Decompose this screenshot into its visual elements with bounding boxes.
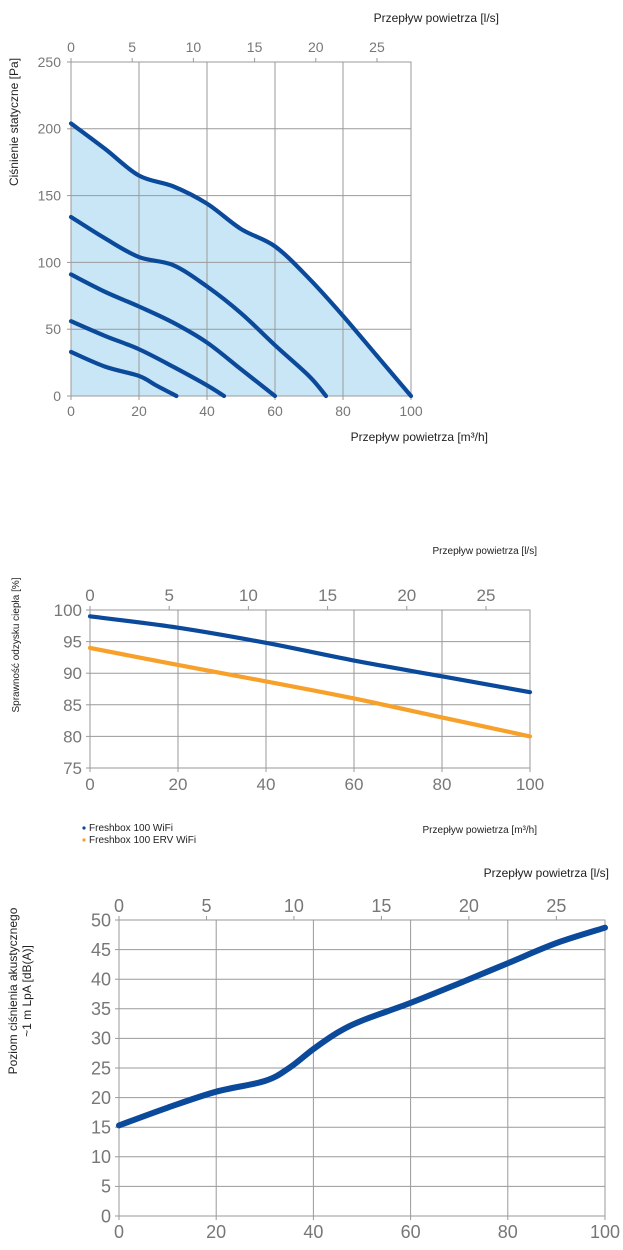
series-line-2 <box>68 214 329 399</box>
top-tick-label: 5 <box>201 896 211 916</box>
top-tick-label: 10 <box>284 896 304 916</box>
series-line-4 <box>68 319 227 399</box>
series-line-2 <box>87 645 533 739</box>
y-tick-label: 150 <box>38 188 62 204</box>
top-tick-label: 0 <box>114 896 124 916</box>
operating-area-fill <box>71 123 411 397</box>
y-axis-title: Ciśnienie statyczne [Pa] <box>7 58 21 186</box>
series-line-5 <box>68 349 179 399</box>
y-tick-label: 0 <box>101 1206 111 1226</box>
y-tick-label: 20 <box>91 1088 111 1108</box>
y-tick-label: 0 <box>53 388 61 404</box>
bottom-tick-label: 60 <box>345 775 364 794</box>
y-tick-label: 100 <box>38 254 62 270</box>
y-tick-label: 10 <box>91 1147 111 1167</box>
top-tick-label: 25 <box>369 39 385 55</box>
y-tick-label: 30 <box>91 1029 111 1049</box>
bottom-tick-label: 100 <box>590 1222 620 1242</box>
heat-recovery-chart: 0 5 10 15 20 25 0 20 40 60 80 100 75 80 85 90 95 100 Przep… <box>11 546 544 846</box>
top-tick-label: 25 <box>546 896 566 916</box>
top-tick-label: 25 <box>477 586 496 605</box>
bottom-tick-label: 60 <box>267 403 283 419</box>
bottom-tick-label: 80 <box>433 775 452 794</box>
x-axis-title: Przepływ powietrza [m³/h] <box>423 825 538 836</box>
bottom-tick-label: 60 <box>401 1222 421 1242</box>
bottom-tick-label: 40 <box>303 1222 323 1242</box>
top-tick-label: 15 <box>247 39 263 55</box>
bottom-tick-label: 40 <box>257 775 276 794</box>
bottom-tick-label: 80 <box>335 403 351 419</box>
y-tick-label: 100 <box>54 601 82 620</box>
x-axis-title: Przepływ powietrza [m³/h] <box>351 430 488 444</box>
bottom-tick-label: 80 <box>498 1222 518 1242</box>
series-line-1 <box>68 121 414 399</box>
top-tick-label: 10 <box>186 39 202 55</box>
y-axis-title: Sprawność odzysku ciepła [%] <box>11 577 22 712</box>
bottom-tick-label: 0 <box>67 403 75 419</box>
y-tick-label: 250 <box>38 54 62 70</box>
top-tick-label: 0 <box>67 39 75 55</box>
top-tick-label: 5 <box>128 39 136 55</box>
y-tick-label: 90 <box>63 664 82 683</box>
top-tick-label: 15 <box>318 586 337 605</box>
top-tick-label: 15 <box>371 896 391 916</box>
bottom-tick-label: 0 <box>85 775 94 794</box>
y-tick-label: 45 <box>91 940 111 960</box>
legend-label: Freshbox 100 ERV WiFi <box>89 835 196 846</box>
top-tick-label: 0 <box>85 586 94 605</box>
series-line-1 <box>116 924 608 1129</box>
bottom-tick-label: 100 <box>399 403 423 419</box>
bottom-tick-label: 20 <box>169 775 188 794</box>
y-tick-label: 75 <box>63 759 82 778</box>
y-tick-label: 5 <box>101 1177 111 1197</box>
y-tick-label: 50 <box>91 910 111 930</box>
y-tick-label: 50 <box>45 321 61 337</box>
y-tick-label: 35 <box>91 999 111 1019</box>
legend-marker <box>82 838 86 842</box>
y-tick-label: 25 <box>91 1058 111 1078</box>
bottom-tick-label: 100 <box>516 775 544 794</box>
y-tick-label: 15 <box>91 1118 111 1138</box>
series-line-3 <box>68 272 278 399</box>
legend-marker <box>82 826 86 830</box>
top-axis-title: Przepływ powietrza [l/s] <box>484 866 609 880</box>
top-tick-label: 20 <box>308 39 324 55</box>
top-tick-label: 20 <box>459 896 479 916</box>
y-tick-label: 80 <box>63 727 82 746</box>
legend-label: Freshbox 100 WiFi <box>89 823 173 834</box>
y-tick-label: 85 <box>63 696 82 715</box>
y-tick-label: 95 <box>63 633 82 652</box>
bottom-tick-label: 0 <box>114 1222 124 1242</box>
sound-pressure-chart: 0 5 10 15 20 25 0 20 40 60 80 100 0 5 10 15 20 25 30 35 40 45… <box>6 866 620 1242</box>
top-tick-label: 20 <box>397 586 416 605</box>
bottom-tick-label: 40 <box>199 403 215 419</box>
top-tick-label: 5 <box>164 586 173 605</box>
top-axis-title: Przepływ powietrza [l/s] <box>374 11 499 25</box>
plot-frame <box>70 61 412 397</box>
y-tick-label: 200 <box>38 121 62 137</box>
series-line-1 <box>87 614 533 695</box>
bottom-tick-label: 20 <box>206 1222 226 1242</box>
static-pressure-chart: 0 5 10 15 20 250 20 40 60 80 100050100150200250Prz… <box>7 11 499 444</box>
top-tick-label: 10 <box>239 586 258 605</box>
top-axis-title: Przepływ powietrza [l/s] <box>433 546 538 557</box>
y-axis-title: Poziom ciśnienia akustycznego~1 m LpA [d… <box>6 907 34 1074</box>
bottom-tick-label: 20 <box>131 403 147 419</box>
plot-frame <box>89 609 531 769</box>
y-tick-label: 40 <box>91 970 111 990</box>
